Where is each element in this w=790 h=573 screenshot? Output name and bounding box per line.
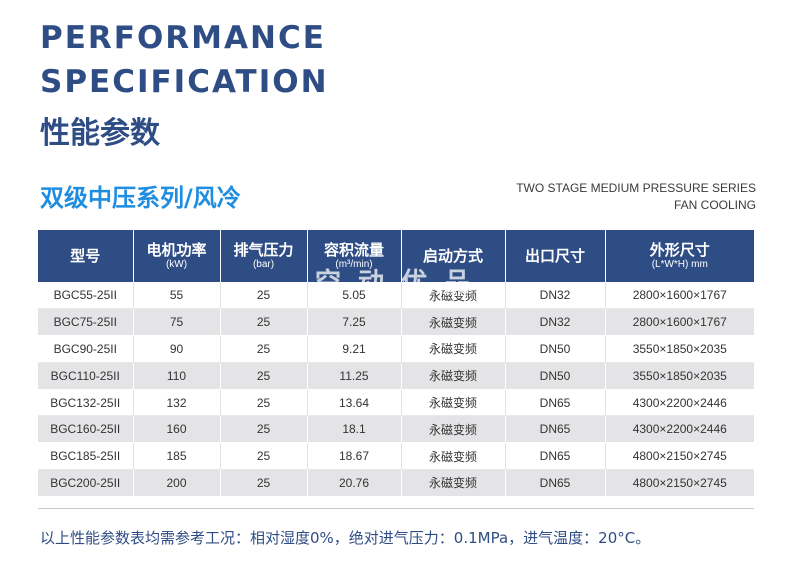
title-chinese: 性能参数 bbox=[40, 116, 160, 151]
table-row: BGC75-25II 75 25 7.25 永磁变频 DN32 2800×160… bbox=[38, 308, 754, 337]
cell-start-method: 永磁变频 bbox=[400, 308, 505, 337]
header-label: 出口尺寸 bbox=[524, 247, 585, 265]
series-title-english-line-1: TWO STAGE MEDIUM PRESSURE SERIES bbox=[516, 181, 756, 195]
header-unit: (L*W*H) mm bbox=[651, 259, 708, 270]
cell-outlet: DN50 bbox=[504, 362, 605, 390]
cell-flow: 7.25 bbox=[306, 308, 401, 337]
series-title-english-line-2: FAN COOLING bbox=[673, 198, 756, 212]
header-unit: (m³/min) bbox=[335, 259, 373, 270]
cell-pressure: 25 bbox=[219, 415, 307, 444]
cell-flow: 9.21 bbox=[306, 335, 401, 363]
cell-dimensions: 3550×1850×2035 bbox=[604, 335, 754, 363]
cell-power: 200 bbox=[132, 469, 220, 497]
cell-flow: 18.67 bbox=[306, 442, 401, 471]
cell-dimensions: 2800×1600×1767 bbox=[604, 282, 754, 310]
cell-pressure: 25 bbox=[219, 308, 307, 337]
cell-outlet: DN65 bbox=[504, 469, 605, 497]
series-title-chinese: 双级中压系列/风冷 bbox=[40, 184, 241, 212]
cell-outlet: DN65 bbox=[504, 389, 605, 417]
cell-outlet: DN65 bbox=[504, 442, 605, 471]
cell-flow: 13.64 bbox=[306, 389, 401, 417]
header-unit: (bar) bbox=[252, 259, 275, 270]
divider bbox=[38, 508, 754, 509]
cell-power: 55 bbox=[132, 282, 220, 310]
cell-model: BGC110-25II bbox=[38, 362, 133, 390]
cell-flow: 18.1 bbox=[306, 415, 401, 444]
table-row: BGC90-25II 90 25 9.21 永磁变频 DN50 3550×185… bbox=[38, 335, 754, 363]
cell-flow: 5.05 bbox=[306, 282, 401, 310]
header-unit: (kW) bbox=[165, 259, 188, 270]
cell-outlet: DN50 bbox=[504, 335, 605, 363]
cell-model: BGC185-25II bbox=[38, 442, 133, 471]
header-label: 型号 bbox=[70, 247, 101, 265]
table-row: BGC55-25II 55 25 5.05 永磁变频 DN32 2800×160… bbox=[38, 282, 754, 310]
title-line-2: SPECIFICATION bbox=[40, 64, 329, 100]
cell-flow: 11.25 bbox=[306, 362, 401, 390]
cell-pressure: 25 bbox=[219, 442, 307, 471]
header-label: 排气压力 bbox=[233, 241, 294, 259]
cell-pressure: 25 bbox=[219, 335, 307, 363]
cell-pressure: 25 bbox=[219, 362, 307, 390]
cell-power: 160 bbox=[132, 415, 220, 444]
cell-model: BGC132-25II bbox=[38, 389, 133, 417]
table-header-row: 型号 电机功率 (kW) 排气压力 (bar) 容积流量 (m³/min) 启动… bbox=[38, 230, 754, 282]
table-row: BGC200-25II 200 25 20.76 永磁变频 DN65 4800×… bbox=[38, 469, 754, 497]
cell-dimensions: 3550×1850×2035 bbox=[604, 362, 754, 390]
header-pressure: 排气压力 (bar) bbox=[219, 230, 307, 282]
cell-dimensions: 4800×2150×2745 bbox=[604, 442, 754, 471]
cell-start-method: 永磁变频 bbox=[400, 389, 505, 417]
header-label: 外形尺寸 bbox=[649, 241, 710, 259]
table-row: BGC185-25II 185 25 18.67 永磁变频 DN65 4800×… bbox=[38, 442, 754, 471]
cell-outlet: DN65 bbox=[504, 415, 605, 444]
cell-model: BGC55-25II bbox=[38, 282, 133, 310]
cell-outlet: DN32 bbox=[504, 308, 605, 337]
header-label: 容积流量 bbox=[323, 241, 384, 259]
footnote: 以上性能参数表均需参考工况：相对湿度0%，绝对进气压力：0.1MPa，进气温度：… bbox=[40, 529, 651, 547]
cell-model: BGC200-25II bbox=[38, 469, 133, 497]
cell-pressure: 25 bbox=[219, 282, 307, 310]
cell-power: 185 bbox=[132, 442, 220, 471]
header-model: 型号 bbox=[38, 230, 133, 282]
cell-power: 132 bbox=[132, 389, 220, 417]
cell-power: 90 bbox=[132, 335, 220, 363]
cell-flow: 20.76 bbox=[306, 469, 401, 497]
table-row: BGC110-25II 110 25 11.25 永磁变频 DN50 3550×… bbox=[38, 362, 754, 390]
cell-power: 110 bbox=[132, 362, 220, 390]
header-start-method: 启动方式 bbox=[400, 230, 505, 282]
header-power: 电机功率 (kW) bbox=[132, 230, 220, 282]
title-line-1: PERFORMANCE bbox=[40, 20, 326, 56]
cell-model: BGC90-25II bbox=[38, 335, 133, 363]
cell-pressure: 25 bbox=[219, 469, 307, 497]
cell-start-method: 永磁变频 bbox=[400, 469, 505, 497]
header-flow: 容积流量 (m³/min) bbox=[306, 230, 401, 282]
cell-start-method: 永磁变频 bbox=[400, 362, 505, 390]
cell-dimensions: 4800×2150×2745 bbox=[604, 469, 754, 497]
header-label: 电机功率 bbox=[146, 241, 207, 259]
cell-dimensions: 4300×2200×2446 bbox=[604, 389, 754, 417]
cell-power: 75 bbox=[132, 308, 220, 337]
cell-start-method: 永磁变频 bbox=[400, 335, 505, 363]
cell-dimensions: 4300×2200×2446 bbox=[604, 415, 754, 444]
cell-start-method: 永磁变频 bbox=[400, 282, 505, 310]
cell-outlet: DN32 bbox=[504, 282, 605, 310]
table-row: BGC132-25II 132 25 13.64 永磁变频 DN65 4300×… bbox=[38, 389, 754, 417]
cell-start-method: 永磁变频 bbox=[400, 442, 505, 471]
header-dimensions: 外形尺寸 (L*W*H) mm bbox=[604, 230, 754, 282]
header-label: 启动方式 bbox=[422, 247, 483, 265]
header-outlet-size: 出口尺寸 bbox=[504, 230, 605, 282]
spec-table: 型号 电机功率 (kW) 排气压力 (bar) 容积流量 (m³/min) 启动… bbox=[38, 230, 754, 497]
table-row: BGC160-25II 160 25 18.1 永磁变频 DN65 4300×2… bbox=[38, 415, 754, 444]
cell-model: BGC75-25II bbox=[38, 308, 133, 337]
cell-dimensions: 2800×1600×1767 bbox=[604, 308, 754, 337]
cell-model: BGC160-25II bbox=[38, 415, 133, 444]
series-title-english: TWO STAGE MEDIUM PRESSURE SERIES FAN COO… bbox=[516, 180, 756, 214]
cell-start-method: 永磁变频 bbox=[400, 415, 505, 444]
cell-pressure: 25 bbox=[219, 389, 307, 417]
